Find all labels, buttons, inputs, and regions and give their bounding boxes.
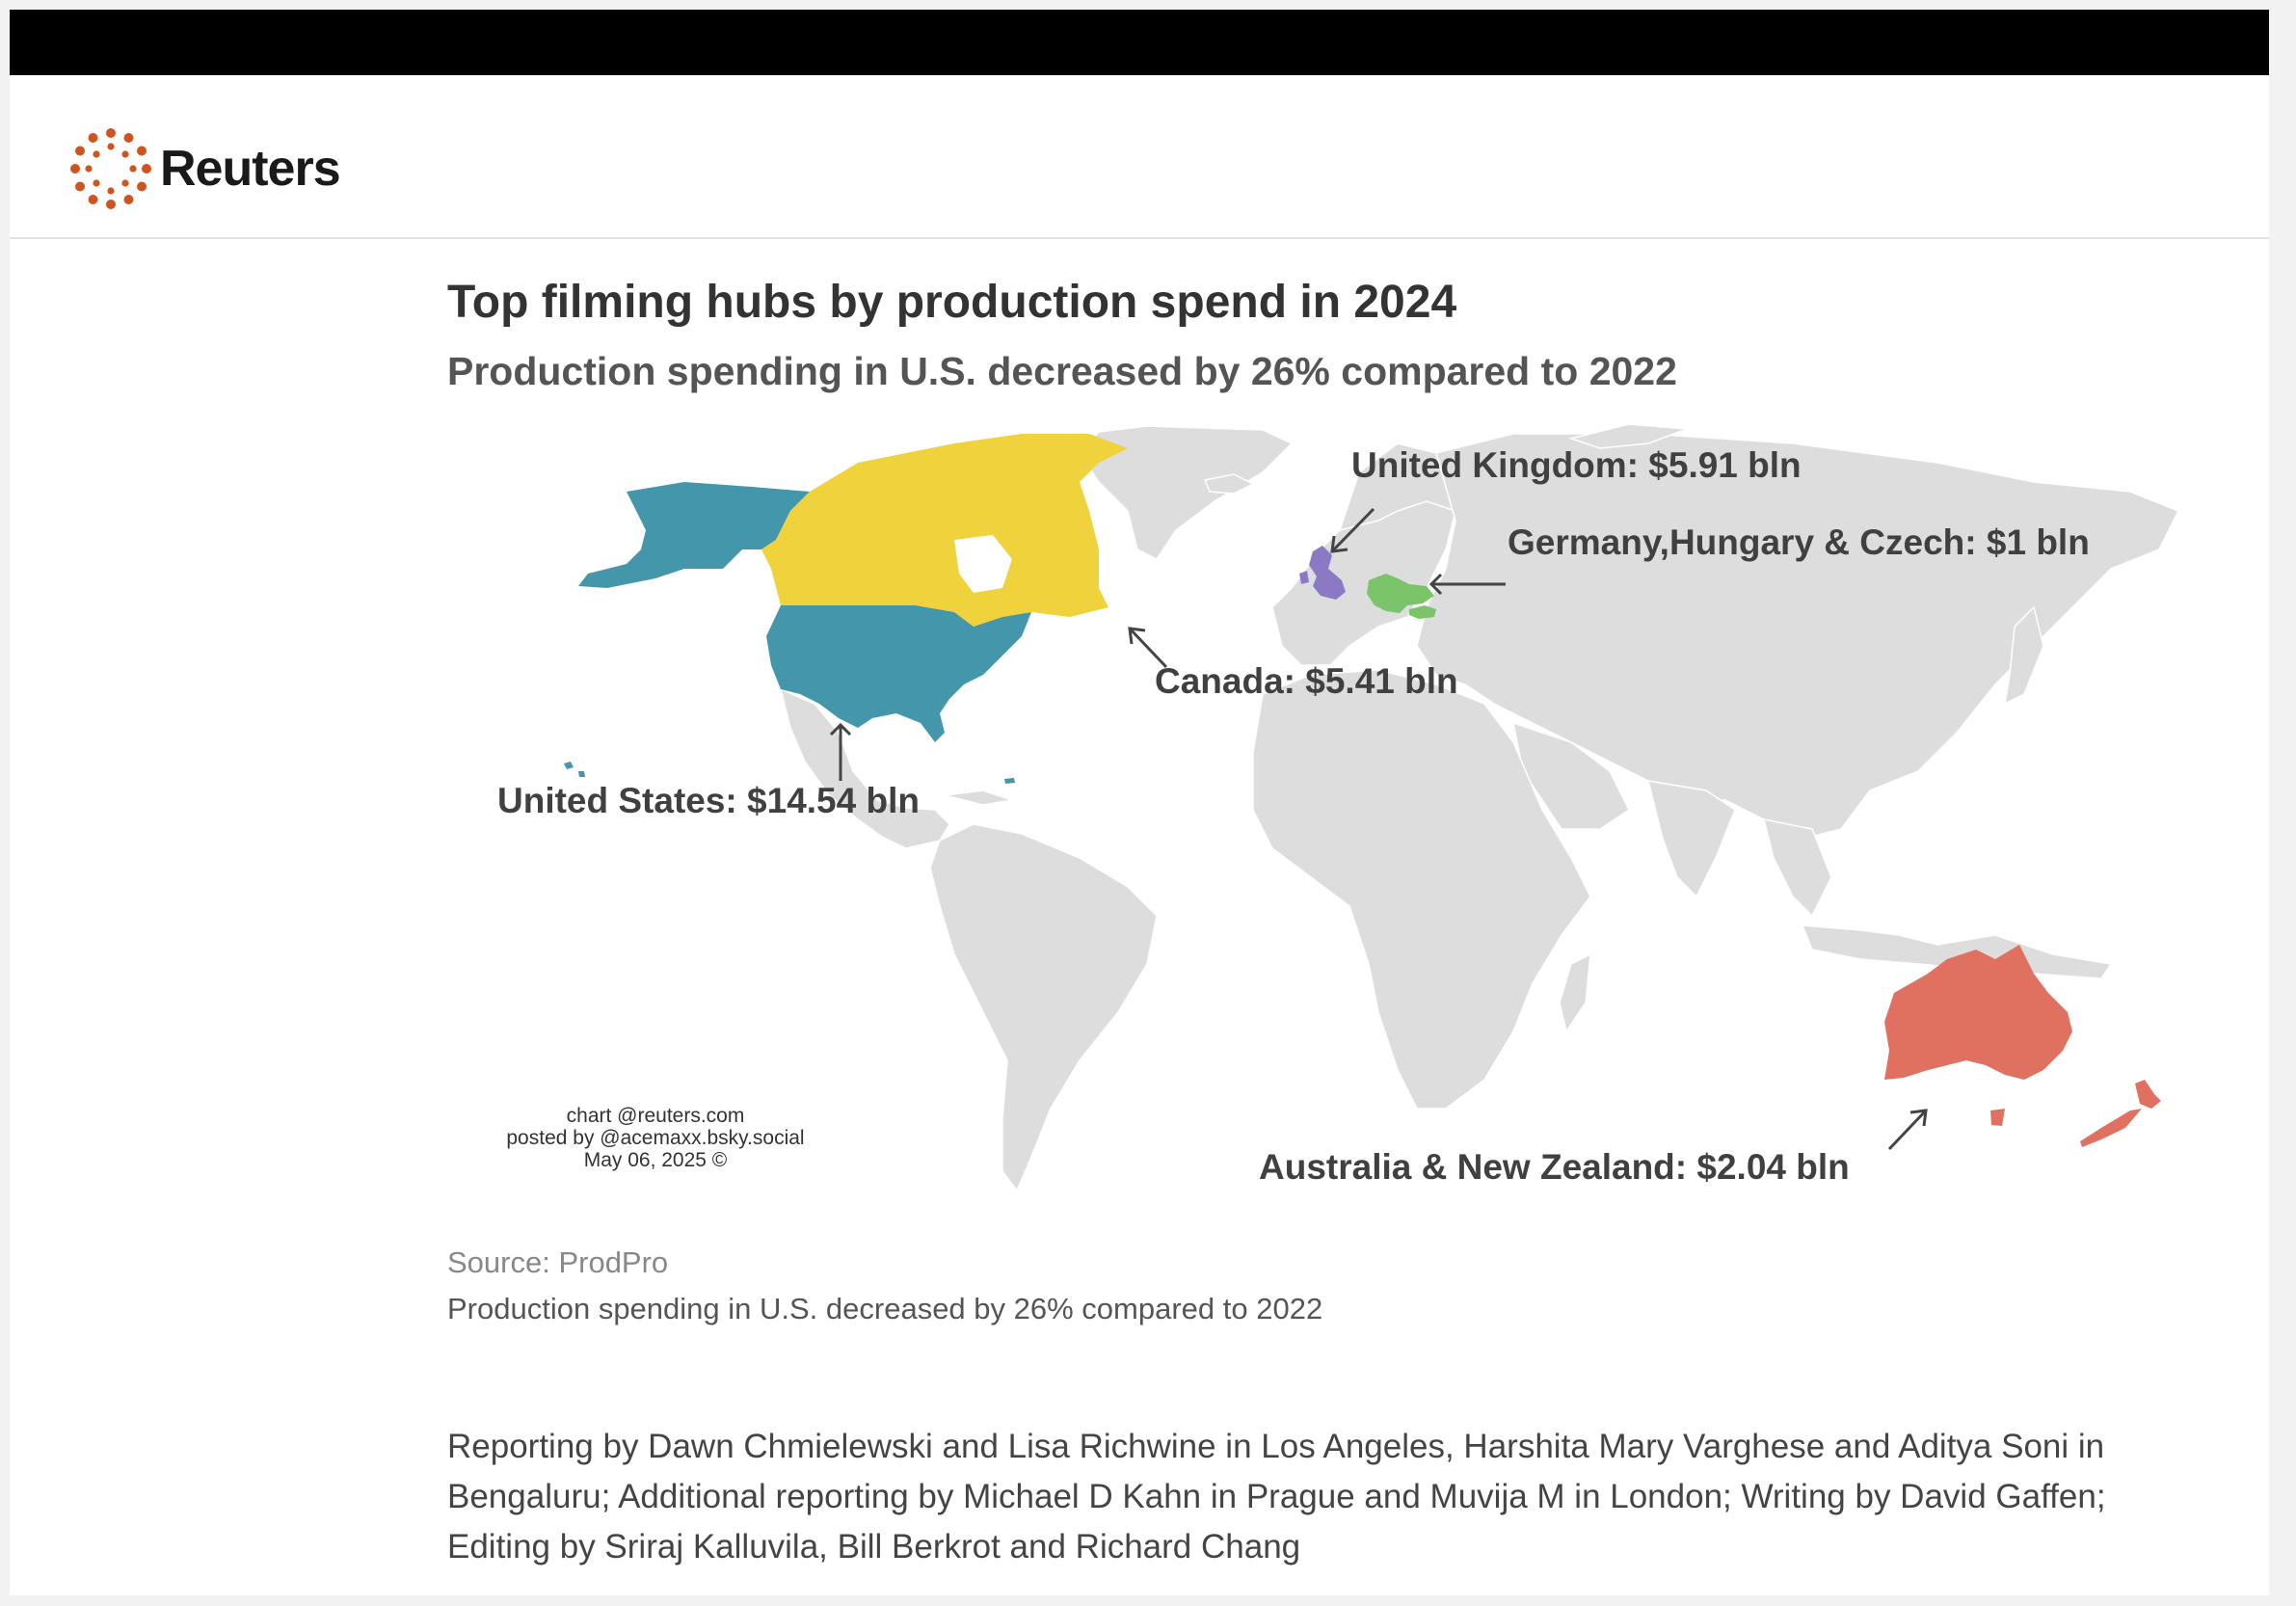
region-uk[interactable] bbox=[1299, 546, 1346, 600]
reuters-logo-icon bbox=[70, 128, 151, 209]
southeast-asia-shape bbox=[1762, 818, 1832, 918]
leader-arrows bbox=[829, 507, 1928, 1151]
reuters-logo[interactable]: Reuters bbox=[69, 125, 341, 212]
arrow-anz bbox=[1887, 1109, 1928, 1151]
chart-source: Source: ProdPro bbox=[447, 1245, 669, 1279]
europe-shape bbox=[1271, 491, 1456, 666]
mexico-shape bbox=[779, 687, 950, 849]
world-map-svg bbox=[564, 423, 2180, 1192]
region-us-hawaii[interactable] bbox=[564, 762, 585, 777]
chart-caption: Production spending in U.S. decreased by… bbox=[447, 1292, 1323, 1325]
region-us-alaska[interactable] bbox=[578, 482, 810, 588]
asia-shape bbox=[1416, 433, 2180, 840]
world-map: United Kingdom: $5.91 bln Germany,Hungar… bbox=[10, 10, 2269, 1263]
label-anz: Australia & New Zealand: $2.04 bln bbox=[1259, 1147, 1850, 1187]
arrow-central-europe bbox=[1428, 573, 1506, 596]
south-america-shape bbox=[929, 823, 1158, 1192]
credit-line-1: chart @reuters.com bbox=[566, 1105, 745, 1127]
base-land bbox=[779, 423, 2180, 1192]
greenland-shape bbox=[1079, 425, 1294, 560]
chart-title: Top filming hubs by production spend in … bbox=[447, 277, 1457, 328]
caribbean-shape bbox=[944, 790, 1013, 806]
region-australia[interactable] bbox=[1884, 945, 2072, 1080]
hudson-bay-shape bbox=[954, 535, 1012, 593]
arrow-us bbox=[829, 722, 852, 781]
top-bar bbox=[10, 10, 2269, 75]
credit-line-2: posted by @acemaxx.bsky.social bbox=[506, 1127, 805, 1149]
label-us: United States: $14.54 bln bbox=[497, 781, 920, 820]
japan-shape bbox=[2004, 605, 2044, 706]
region-germany-czech[interactable] bbox=[1367, 574, 1434, 613]
madagascar-shape bbox=[1559, 952, 1591, 1033]
india-shape bbox=[1646, 780, 1736, 898]
region-new-zealand[interactable] bbox=[2080, 1080, 2161, 1147]
region-canada[interactable] bbox=[761, 434, 1128, 627]
region-us-contiguous[interactable] bbox=[766, 605, 1031, 742]
label-canada: Canada: $5.41 bln bbox=[1155, 661, 1458, 701]
arrow-uk bbox=[1330, 507, 1375, 553]
chart-subtitle: Production spending in U.S. decreased by… bbox=[447, 349, 1677, 393]
africa-shape bbox=[1252, 669, 1591, 1110]
label-uk: United Kingdom: $5.91 bln bbox=[1351, 445, 1802, 485]
chart-credit: chart @reuters.com posted by @acemaxx.bs… bbox=[434, 1105, 877, 1171]
region-tasmania[interactable] bbox=[1990, 1109, 2005, 1126]
article-page: Reuters Top filming hubs by production s… bbox=[10, 10, 2269, 1595]
highlight-regions bbox=[564, 434, 2161, 1147]
arrow-canada bbox=[1128, 627, 1168, 669]
reuters-wordmark: Reuters bbox=[160, 141, 341, 197]
region-hungary[interactable] bbox=[1409, 605, 1436, 619]
iceland-shape bbox=[1203, 473, 1255, 495]
reporting-credits: Reporting by Dawn Chmielewski and Lisa R… bbox=[447, 1428, 2106, 1566]
site-header: Reuters bbox=[10, 75, 2269, 239]
indonesia-shape bbox=[1801, 924, 2113, 979]
credit-line-3: May 06, 2025 © bbox=[583, 1149, 728, 1171]
region-us-puerto-rico[interactable] bbox=[1004, 778, 1015, 784]
label-central-europe: Germany,Hungary & Czech: $1 bln bbox=[1508, 522, 2090, 562]
arctic-islands-shape bbox=[1568, 423, 1688, 449]
